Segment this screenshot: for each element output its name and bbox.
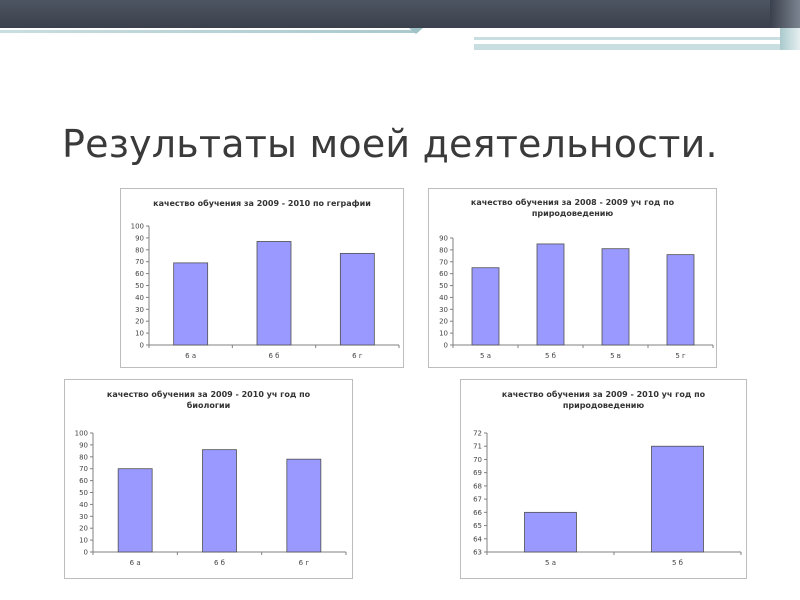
bar-5в [601, 248, 630, 346]
chart-nature-2009-2010: качество обучения за 2009 - 2010 уч год … [460, 379, 747, 579]
chart-biology-2009-2010: качество обучения за 2009 - 2010 уч год … [64, 379, 353, 579]
x-tick-label: 5 а [545, 559, 556, 567]
bar-6б [202, 449, 237, 553]
y-tick-label: 10 [135, 330, 144, 338]
y-tick-label: 64 [473, 535, 482, 543]
bar-5а [471, 267, 500, 346]
bar-6г [286, 458, 322, 553]
y-tick-label: 60 [439, 270, 448, 278]
chart-title: качество обучения за 2009 - 2010 уч год … [501, 390, 706, 410]
decorative-arrow-tip [409, 28, 423, 34]
y-tick-label: 60 [79, 477, 88, 485]
y-tick-label: 30 [135, 306, 144, 314]
bar-6а [173, 262, 209, 346]
y-tick-label: 20 [439, 318, 448, 326]
y-tick-label: 70 [79, 465, 88, 473]
y-tick-label: 10 [439, 330, 448, 338]
bar-5б [536, 243, 565, 346]
decorative-line-segment-2 [474, 44, 780, 50]
y-tick-label: 80 [439, 246, 448, 254]
x-tick-label: 6 б [214, 559, 225, 567]
y-tick-label: 70 [439, 258, 448, 266]
x-tick-label: 5 в [610, 352, 621, 360]
chart-title: качество обучения за 2009 - 2010 уч год … [106, 390, 311, 410]
y-tick-label: 90 [79, 441, 88, 449]
y-tick-label: 40 [135, 294, 144, 302]
y-tick-label: 71 [473, 443, 482, 451]
decorative-line-end [780, 28, 800, 50]
x-tick-label: 5 г [675, 352, 686, 360]
slide-title: Результаты моей деятельности. [62, 122, 718, 166]
bar-6г [339, 252, 375, 346]
chart-title: качество обучения за 2009 - 2010 по гегр… [153, 199, 371, 208]
y-tick-label: 10 [79, 537, 88, 545]
bar-5а [524, 511, 577, 553]
y-tick-label: 67 [473, 496, 482, 504]
x-tick-label: 5 б [672, 559, 683, 567]
x-tick-label: 6 а [185, 352, 196, 360]
y-tick-label: 72 [473, 430, 482, 438]
y-tick-label: 50 [439, 282, 448, 290]
y-tick-label: 0 [84, 549, 88, 557]
y-tick-label: 80 [135, 246, 144, 254]
chart-plot: 0 10 20 30 40 50 60 70 80 90 100 6 а 6 б 6 г [131, 223, 400, 360]
y-tick-label: 70 [473, 456, 482, 464]
chart-title: качество обучения за 2008 - 2009 уч год … [470, 198, 675, 218]
y-tick-label: 80 [79, 453, 88, 461]
y-tick-label: 65 [473, 522, 482, 530]
slide-top-bar-accent [770, 0, 800, 28]
y-tick-label: 70 [135, 258, 144, 266]
x-tick-label: 5 б [545, 352, 556, 360]
x-tick-label: 6 г [299, 559, 310, 567]
chart-plot: 0 10 20 30 40 50 60 70 80 90 5 а 5 б 5 в 5 г [439, 235, 714, 360]
chart-geography-2009-2010: качество обучения за 2009 - 2010 по гегр… [120, 188, 404, 368]
y-tick-label: 20 [79, 525, 88, 533]
y-tick-label: 66 [473, 509, 482, 517]
decorative-line [0, 30, 415, 33]
y-tick-label: 90 [439, 235, 448, 243]
bar-6б [256, 241, 292, 346]
y-tick-label: 20 [135, 318, 144, 326]
decorative-line-segment [474, 37, 780, 40]
chart-plot: 63 64 65 66 67 68 69 70 71 72 5 а 5 б [473, 430, 742, 567]
y-tick-label: 50 [135, 282, 144, 290]
bar-5б [651, 445, 704, 553]
x-tick-label: 6 б [269, 352, 280, 360]
y-tick-label: 40 [439, 294, 448, 302]
slide-top-bar [0, 0, 800, 28]
bar-5г [666, 254, 695, 346]
y-tick-label: 100 [131, 223, 144, 231]
chart-plot: 0 10 20 30 40 50 60 70 80 90 100 6 а 6 б 6 г [75, 430, 347, 567]
y-tick-label: 68 [473, 482, 482, 490]
y-tick-label: 69 [473, 469, 482, 477]
y-tick-label: 30 [79, 513, 88, 521]
x-tick-label: 6 а [130, 559, 141, 567]
x-tick-label: 5 а [480, 352, 491, 360]
y-tick-label: 60 [135, 270, 144, 278]
x-tick-label: 6 г [352, 352, 363, 360]
y-tick-label: 30 [439, 306, 448, 314]
y-tick-label: 100 [75, 430, 88, 438]
chart-nature-2008-2009: качество обучения за 2008 - 2009 уч год … [428, 188, 717, 368]
y-tick-label: 63 [473, 549, 482, 557]
y-tick-label: 40 [79, 501, 88, 509]
y-tick-label: 0 [140, 342, 144, 350]
y-tick-label: 0 [444, 342, 448, 350]
y-tick-label: 50 [79, 489, 88, 497]
bar-6а [117, 468, 153, 553]
y-tick-label: 90 [135, 234, 144, 242]
